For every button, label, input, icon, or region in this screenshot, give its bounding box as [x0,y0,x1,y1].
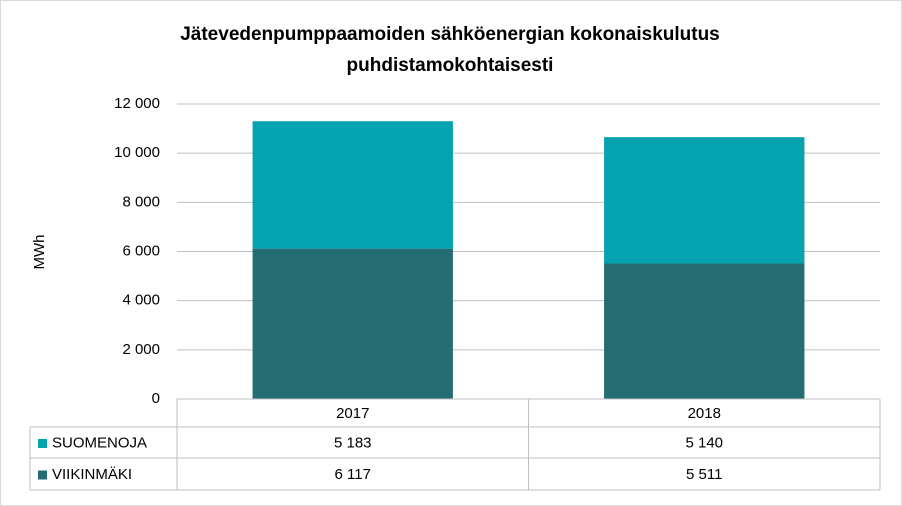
y-tick-label: 0 [152,390,160,407]
x-tick-label: 2018 [688,405,721,422]
legend-label: SUOMENOJA [52,434,147,451]
legend-swatch [38,470,47,480]
table-value: 5 511 [686,466,722,483]
bar-segment [604,137,805,264]
bar-segment [252,121,453,249]
y-axis-label: MWh [31,235,48,270]
x-tick-label: 2017 [336,405,369,422]
table-value: 5 183 [334,434,372,451]
y-tick-label: 10 000 [114,144,160,161]
y-tick-label: 12 000 [114,95,160,112]
legend-label: VIIKINMÄKI [52,466,132,483]
bar-segment [252,248,453,399]
y-tick-label: 8 000 [122,193,160,210]
y-tick-label: 4 000 [122,292,160,309]
table-value: 5 140 [685,434,723,451]
legend-swatch [38,439,47,448]
y-tick-label: 2 000 [122,341,160,358]
bar-segment [604,263,805,399]
chart-title: Jätevedenpumppaamoiden sähköenergian kok… [180,24,720,45]
table-value: 6 117 [335,466,371,483]
y-tick-label: 6 000 [122,242,160,259]
chart-title: puhdistamokohtaisesti [347,55,554,76]
